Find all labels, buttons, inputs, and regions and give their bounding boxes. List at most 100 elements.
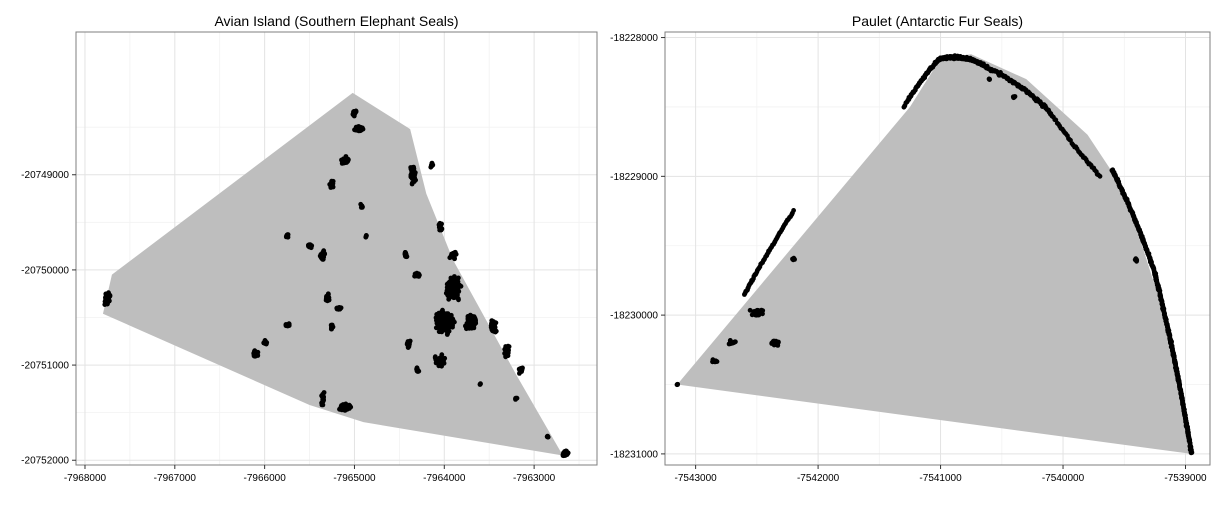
data-point [408, 172, 414, 178]
data-point [356, 125, 362, 131]
data-point [675, 382, 680, 387]
data-point [727, 340, 733, 346]
chart-title: Paulet (Antarctic Fur Seals) [852, 13, 1023, 29]
x-tick-label: -7965000 [333, 473, 376, 484]
data-point [791, 208, 796, 213]
data-point [443, 325, 448, 331]
data-point [320, 391, 326, 397]
y-tick-label: -18231000 [610, 449, 658, 460]
data-point [309, 243, 315, 249]
data-point [327, 182, 333, 187]
x-tick-label: -7964000 [423, 473, 466, 484]
data-point [489, 321, 494, 327]
data-point [444, 288, 450, 293]
data-point [1133, 257, 1139, 262]
data-point [544, 434, 550, 440]
data-point [987, 77, 992, 82]
plot-border [664, 31, 1211, 466]
data-point [441, 316, 446, 322]
data-point [434, 312, 440, 317]
data-point [329, 326, 334, 332]
data-point [771, 338, 777, 344]
data-point [339, 157, 344, 163]
y-tick-label: -18230000 [610, 311, 658, 322]
x-tick-label: -7966000 [244, 473, 287, 484]
x-tick-label: -7968000 [64, 473, 107, 484]
x-tick-label: -7967000 [154, 473, 197, 484]
data-point [330, 178, 336, 184]
data-point [283, 234, 289, 240]
y-tick-label: -20750000 [21, 265, 69, 276]
data-point [760, 311, 765, 317]
data-point [561, 450, 567, 456]
data-point [506, 347, 511, 353]
data-point [448, 292, 454, 298]
x-tick-label: -7539000 [1164, 473, 1207, 484]
data-point [470, 314, 475, 320]
data-point [105, 294, 111, 300]
data-point [753, 309, 759, 315]
chart-title: Avian Island (Southern Elephant Seals) [214, 13, 458, 29]
data-point [359, 203, 365, 209]
data-point [441, 360, 447, 366]
data-point [252, 351, 258, 357]
data-point [428, 162, 434, 168]
data-point [771, 342, 777, 348]
x-tick-label: -7540000 [1042, 473, 1085, 484]
data-point [731, 340, 737, 346]
data-point [938, 56, 943, 61]
data-point [412, 271, 418, 277]
data-point [335, 305, 340, 311]
data-point [441, 313, 447, 319]
data-point [326, 296, 332, 301]
y-tick-label: -20749000 [21, 170, 69, 181]
data-point [433, 325, 439, 331]
data-point [285, 323, 291, 329]
data-point [437, 220, 443, 226]
data-point [318, 254, 324, 260]
data-point [437, 227, 443, 233]
x-tick-label: -7541000 [919, 473, 962, 484]
panel-paulet: Paulet (Antarctic Fur Seals) -7543000 -75… [610, 13, 1211, 484]
data-point [445, 284, 451, 289]
data-point [1010, 94, 1016, 100]
x-tick-label: -7543000 [674, 473, 717, 484]
x-tick-label: -7542000 [797, 473, 840, 484]
data-point [468, 325, 474, 331]
data-point [1189, 450, 1195, 455]
data-point [451, 252, 457, 258]
plot-border [75, 31, 598, 466]
data-point [433, 356, 439, 362]
data-point [330, 184, 336, 190]
data-point [713, 358, 719, 364]
y-tick-label: -18229000 [610, 172, 658, 183]
data-point [363, 233, 369, 238]
y-tick-label: -20752000 [21, 456, 69, 467]
data-point [415, 368, 421, 373]
data-point [791, 255, 797, 261]
data-point [466, 317, 472, 323]
data-point [405, 341, 411, 346]
data-point [450, 289, 456, 294]
data-point [438, 323, 444, 328]
data-point [319, 402, 325, 408]
data-point [1097, 173, 1103, 179]
data-point [451, 282, 457, 287]
data-point [435, 319, 441, 324]
data-point [465, 314, 471, 319]
data-point [477, 382, 483, 387]
data-point [437, 356, 443, 361]
x-tick-label: -7963000 [513, 473, 556, 484]
data-point [445, 318, 451, 323]
data-point [412, 176, 417, 182]
data-point [456, 275, 461, 281]
convex-hull [677, 54, 1192, 454]
data-point [402, 251, 408, 257]
data-point [342, 160, 347, 166]
data-point [513, 397, 518, 402]
data-point [450, 277, 455, 283]
panel-avian-island: Avian Island (Southern Elephant Seals) -… [21, 13, 598, 484]
data-point [444, 332, 450, 337]
